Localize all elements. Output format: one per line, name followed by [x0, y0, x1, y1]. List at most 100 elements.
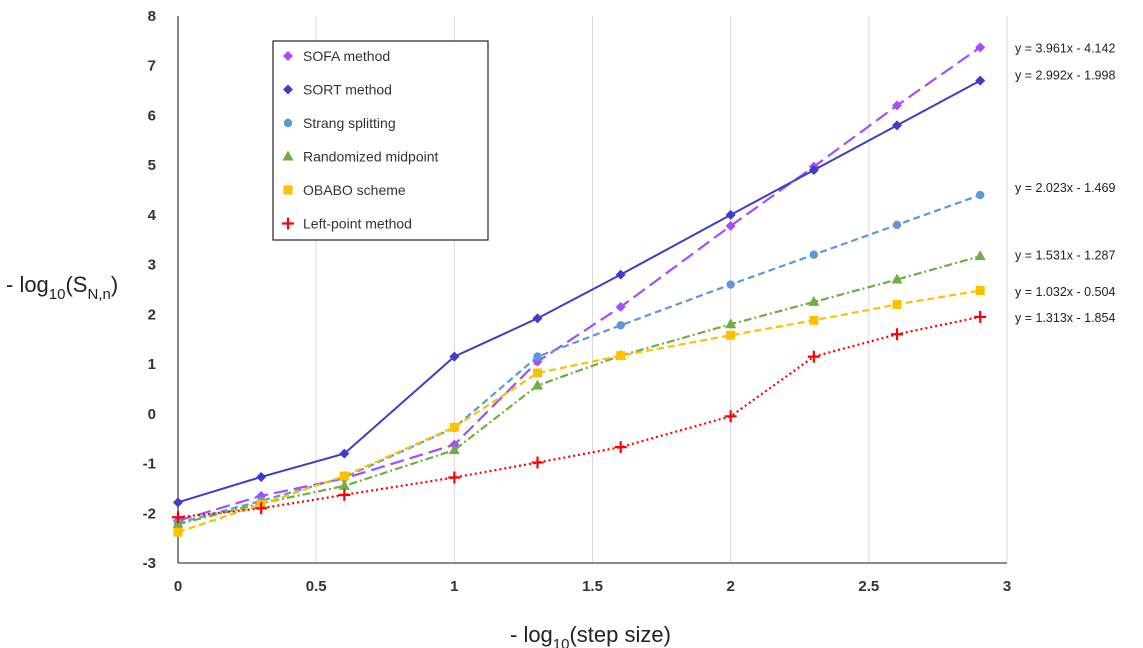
y-tick-label: 5 [148, 157, 156, 174]
series-line-sort-method [177, 79, 981, 504]
series-line-sofa-method [177, 46, 981, 522]
legend-label: SORT method [303, 82, 392, 98]
legend-item-strang-splitting: Strang splitting [283, 115, 396, 131]
trendline-equation: y = 1.313x - 1.854 [1015, 311, 1115, 325]
legend-label: SOFA method [303, 48, 390, 64]
data-point-sofa-method [615, 301, 626, 312]
y-tick-label: 3 [148, 257, 156, 274]
legend-label: OBABO scheme [303, 182, 406, 198]
data-point-sort-method [615, 269, 626, 280]
y-tick-label: 8 [148, 8, 156, 25]
series-left-point-method [172, 310, 987, 524]
data-point-strang-splitting [892, 220, 902, 230]
data-point-left-point-method [255, 502, 268, 515]
legend-item-obabo-scheme: OBABO scheme [283, 182, 406, 198]
y-axis-title-paren-close: ) [111, 272, 118, 297]
legend-item-sofa-method: SOFA method [283, 48, 390, 64]
trendline-equation: y = 3.961x - 4.142 [1015, 41, 1115, 55]
data-point-sort-method [532, 313, 543, 324]
legend-marker-obabo-scheme [283, 185, 293, 195]
legend-marker-strang-splitting [283, 118, 293, 128]
legend-marker-sort-method [283, 84, 293, 95]
legend-item-randomized-midpoint: Randomized midpoint [282, 149, 439, 165]
data-point-obabo-scheme [975, 285, 985, 295]
data-point-obabo-scheme [533, 368, 543, 378]
y-tick-label: -2 [143, 505, 156, 522]
x-axis-title: - log10(step size) [510, 622, 671, 648]
x-tick-labels: 0 0.5 1 1.5 2 2.5 3 [174, 578, 1011, 595]
data-point-obabo-scheme [809, 315, 819, 325]
y-axis-title-prefix: - log [6, 272, 49, 297]
y-tick-label: 0 [148, 406, 156, 423]
x-tick-label: 0 [174, 578, 182, 595]
data-point-sofa-method [725, 220, 736, 231]
y-tick-label: 1 [148, 356, 156, 373]
data-point-randomized-midpoint [532, 379, 544, 390]
x-tick-label: 3 [1003, 578, 1011, 595]
data-point-left-point-method [724, 410, 737, 423]
y-axis-title: - log10(SN,n) [6, 272, 118, 303]
legend-marker-randomized-midpoint [282, 150, 294, 161]
data-point-sort-method [173, 497, 183, 508]
data-point-sort-method [449, 351, 460, 362]
y-tick-label: -1 [143, 456, 156, 473]
legend-item-left-point-method: Left-point method [282, 216, 412, 232]
axes [177, 16, 1007, 564]
data-point-strang-splitting [533, 352, 542, 361]
series-randomized-midpoint [172, 250, 986, 529]
data-point-sort-method [725, 209, 736, 220]
data-point-left-point-method [614, 441, 627, 454]
data-point-randomized-midpoint [974, 250, 986, 261]
x-tick-label: 1 [450, 578, 458, 595]
x-axis-title-prefix: - log [510, 622, 553, 647]
data-point-left-point-method [807, 350, 820, 363]
trendline-equation: y = 1.531x - 1.287 [1015, 249, 1115, 263]
data-point-sofa-method [975, 42, 986, 53]
series-sort-method [173, 75, 986, 508]
legend-box [272, 40, 489, 241]
trendline-equation: y = 2.992x - 1.998 [1015, 69, 1115, 83]
x-tick-label: 0.5 [306, 578, 327, 595]
legend-label: Strang splitting [303, 115, 396, 131]
data-point-randomized-midpoint [725, 318, 737, 329]
trendline-equations: y = 3.961x - 4.142 y = 2.992x - 1.998 y = … [1015, 41, 1115, 325]
series-line-obabo-scheme [177, 289, 981, 534]
y-axis-title-subscript: 10 [49, 286, 66, 303]
y-tick-label: 2 [148, 306, 156, 323]
data-point-obabo-scheme [726, 330, 736, 340]
legend-item-sort-method: SORT method [283, 82, 392, 98]
x-tick-label: 2.5 [858, 578, 879, 595]
series-line-left-point-method [177, 315, 981, 519]
y-axis-title-paren-open: (S [65, 272, 87, 297]
data-point-randomized-midpoint [808, 295, 820, 306]
y-tick-label: 7 [148, 58, 156, 75]
series-line-strang-splitting [177, 193, 981, 525]
series-strang-splitting [173, 190, 985, 528]
y-tick-labels: -3 -2 -1 0 1 2 3 4 5 6 7 8 [143, 8, 157, 572]
data-point-left-point-method [531, 456, 544, 469]
data-point-sort-method [892, 120, 903, 131]
data-point-strang-splitting [726, 280, 735, 289]
x-axis-title-subscript: 10 [553, 636, 570, 648]
data-point-strang-splitting [809, 250, 819, 259]
data-point-obabo-scheme [173, 527, 183, 537]
trendline-equation: y = 1.032x - 0.504 [1015, 285, 1115, 299]
data-point-obabo-scheme [892, 299, 902, 309]
data-point-randomized-midpoint [338, 479, 350, 490]
data-point-left-point-method [891, 328, 904, 341]
legend: SOFA method SORT method Strang splitting Ra… [272, 40, 489, 241]
trendline-equation: y = 2.023x - 1.469 [1015, 181, 1115, 195]
data-point-sofa-method [892, 100, 903, 111]
data-point-obabo-scheme [339, 471, 349, 481]
x-axis-title-rest: (step size) [569, 622, 670, 647]
data-point-left-point-method [448, 471, 461, 484]
legend-marker-sofa-method [283, 51, 293, 61]
y-tick-label: -3 [143, 555, 156, 572]
x-tick-label: 2 [726, 578, 734, 595]
legend-label: Randomized midpoint [303, 149, 439, 165]
legend-marker-left-point-method [282, 217, 294, 230]
data-point-left-point-method [974, 310, 987, 323]
y-tick-label: 4 [148, 207, 157, 224]
y-tick-label: 6 [148, 107, 156, 124]
